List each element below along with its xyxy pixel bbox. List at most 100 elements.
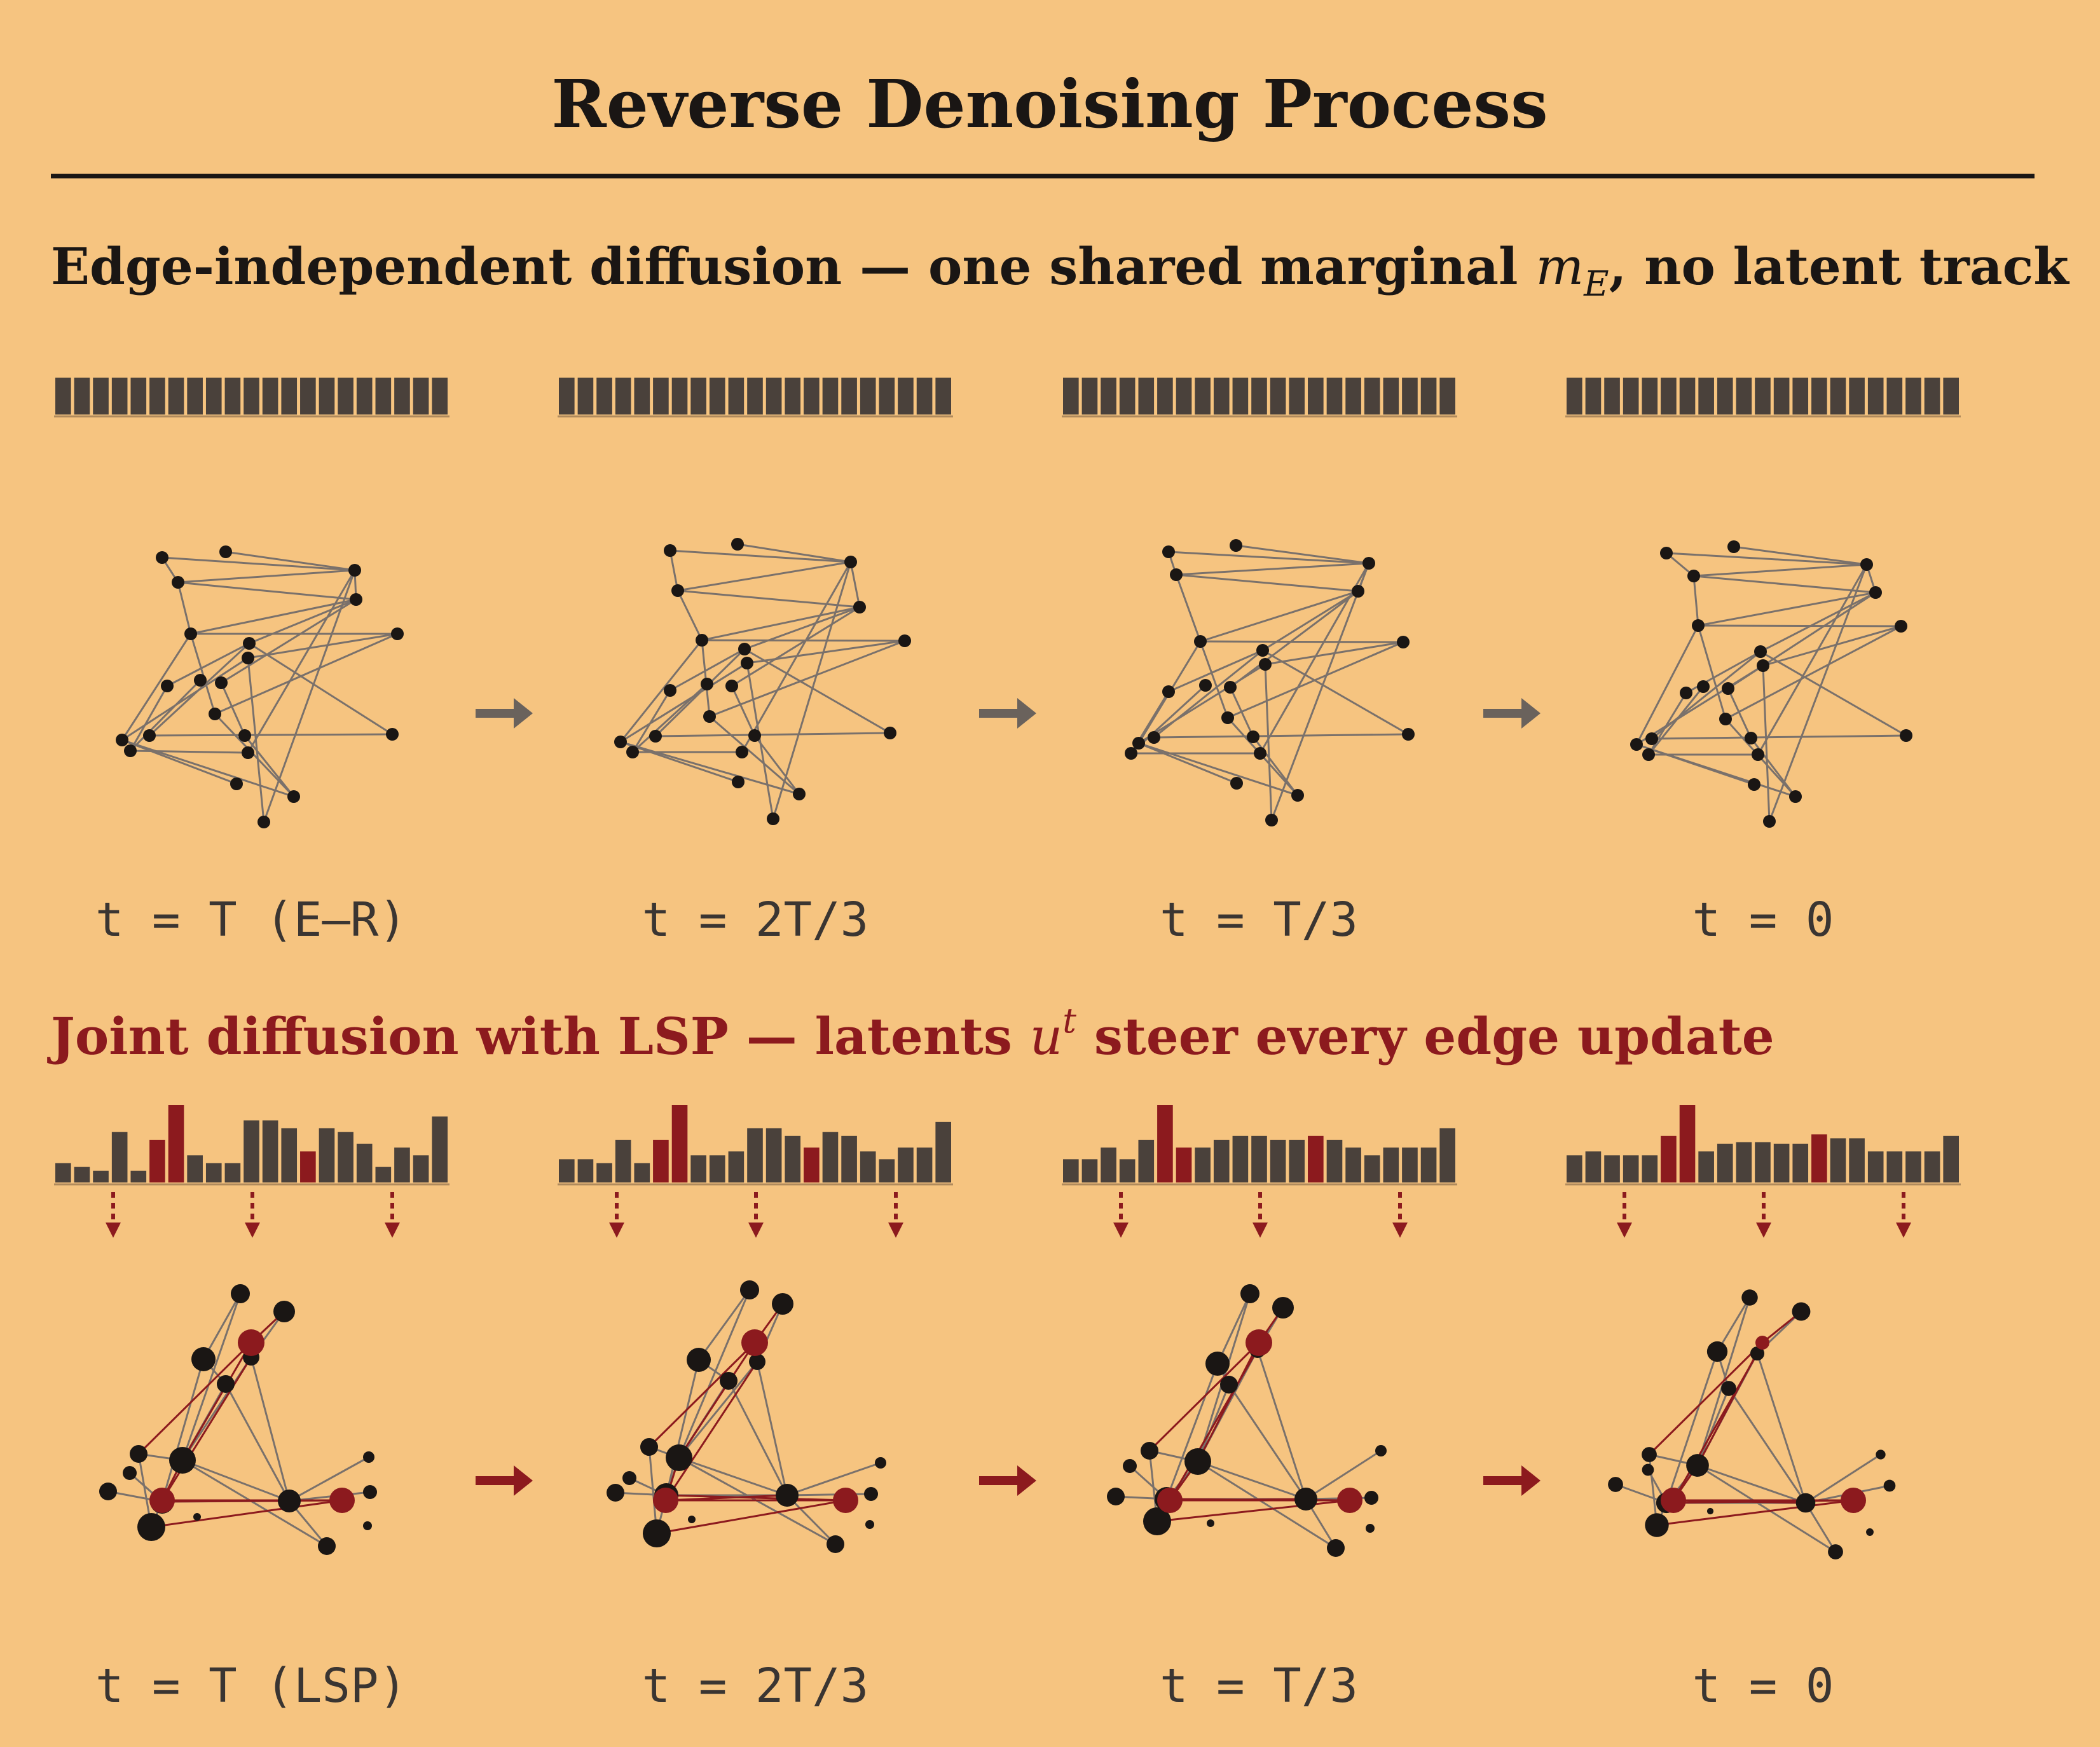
latent-bar <box>898 378 914 414</box>
graph-node <box>1745 732 1757 744</box>
latent-bar <box>319 378 335 414</box>
latent-bar <box>205 1163 222 1182</box>
graph-node <box>238 729 251 742</box>
row2-label-1: t = T (LSP) <box>95 1659 407 1713</box>
graph-node <box>1645 1513 1669 1537</box>
latent-bar <box>1270 1139 1286 1182</box>
graph-edge <box>129 679 202 752</box>
latent-bar <box>1138 1139 1155 1182</box>
latent-bar <box>1886 378 1903 414</box>
graph-node <box>703 710 716 723</box>
graph-node <box>767 812 779 825</box>
graph-edge <box>1252 736 1299 796</box>
latent-bar <box>244 1120 259 1182</box>
latent-bar <box>1195 1148 1211 1182</box>
graph-node <box>666 1444 692 1471</box>
graph-node <box>720 1372 738 1390</box>
graph-node <box>1199 679 1212 692</box>
latent-bar <box>1755 1142 1771 1182</box>
graph-edge <box>244 735 295 797</box>
graph-edge <box>655 732 891 737</box>
graph-edge <box>214 633 398 715</box>
latent-steered-edge <box>1156 1499 1350 1523</box>
latent-bar <box>1811 378 1827 414</box>
latent-bar <box>1081 378 1098 414</box>
graph-edge <box>202 1293 242 1360</box>
graph-node <box>1230 539 1242 552</box>
latent-bar <box>187 378 203 414</box>
latent-steered-edge <box>664 1361 758 1501</box>
latent-bar <box>1661 378 1677 414</box>
graph-node <box>1162 685 1175 698</box>
latent-anchor-node <box>1755 1336 1769 1350</box>
latent-bar <box>1943 378 1959 414</box>
graph-edge <box>1175 574 1202 642</box>
graph-node <box>749 1353 765 1370</box>
graph-node <box>1687 570 1700 582</box>
graph-edge <box>1696 1388 1730 1466</box>
graph-node <box>169 1447 196 1474</box>
graph-edge <box>744 648 891 734</box>
latent-bar <box>1811 1134 1827 1182</box>
graph-node <box>1719 713 1732 725</box>
graph-edge <box>1197 1460 1307 1500</box>
graph-edge <box>1216 1293 1251 1364</box>
latent-bar <box>1924 1151 1940 1182</box>
graph-edge <box>182 1459 290 1502</box>
graph-edge <box>677 589 860 608</box>
latent-bar <box>671 1105 688 1182</box>
graph-node <box>725 680 738 692</box>
graph-edge <box>1750 737 1797 797</box>
row1-latent-strips <box>54 378 1961 418</box>
latent-bar <box>55 378 71 414</box>
graph-node <box>1828 1544 1843 1559</box>
graph-edge <box>1756 1353 1807 1504</box>
latent-steered-edge <box>1148 1341 1260 1452</box>
latent-bar <box>1232 378 1249 414</box>
latent-bar <box>615 1139 631 1182</box>
latent-bar <box>1345 1148 1361 1182</box>
latent-bar <box>1623 378 1639 414</box>
latent-bar <box>1213 1139 1230 1182</box>
latent-bar <box>1345 378 1361 414</box>
graph-node <box>1642 1463 1654 1476</box>
graph-edge <box>1153 733 1409 739</box>
latent-bar <box>1867 378 1884 414</box>
row2-arrows <box>476 1465 1541 1496</box>
graph-edge <box>189 633 216 715</box>
graph-edge <box>665 1359 700 1496</box>
latent-bar <box>577 1159 594 1182</box>
latent-bar <box>1232 1135 1249 1182</box>
latent-bar <box>413 378 429 414</box>
graph-edge <box>1647 692 1687 755</box>
graph-edge <box>247 657 265 823</box>
graph-edge <box>1153 649 1263 739</box>
latent-bar <box>690 378 706 414</box>
latent-bar <box>804 378 820 414</box>
latent-bar <box>224 1163 241 1182</box>
latent-bar <box>1943 1135 1959 1182</box>
graph-node <box>793 788 806 800</box>
row2-arrow-3 <box>1483 1465 1541 1496</box>
latent-bar <box>1679 1105 1696 1182</box>
graph-node <box>194 674 207 687</box>
latent-bar <box>338 1132 353 1182</box>
graph-node <box>219 545 232 558</box>
graph-node <box>1265 814 1278 826</box>
latent-bar <box>55 1163 71 1182</box>
graph-edge <box>731 606 860 687</box>
latent-bar <box>1251 1135 1267 1182</box>
graph-edge <box>1262 649 1409 736</box>
graph-node <box>1205 1352 1230 1376</box>
graph-node <box>184 627 197 640</box>
graph-node <box>626 746 639 758</box>
graph-edge <box>1200 640 1404 643</box>
graph-edge <box>1725 625 1902 720</box>
graph-node <box>1132 737 1145 750</box>
latent-steered-edge <box>161 1357 252 1501</box>
row2-label-4: t = 0 <box>1692 1659 1834 1713</box>
graph-node <box>1660 547 1673 559</box>
latent-steered-edge <box>1656 1499 1854 1526</box>
row1-arrow-2 <box>979 698 1036 729</box>
